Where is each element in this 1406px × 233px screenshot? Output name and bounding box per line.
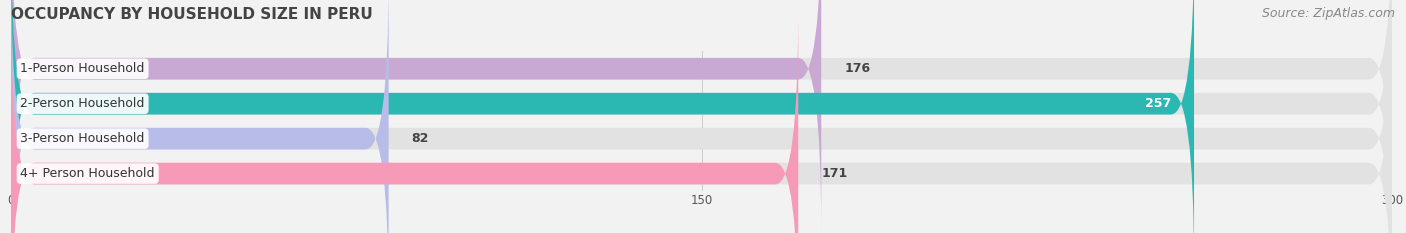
FancyBboxPatch shape [11, 0, 821, 233]
FancyBboxPatch shape [11, 0, 1392, 233]
Text: 257: 257 [1144, 97, 1171, 110]
Text: 82: 82 [412, 132, 429, 145]
FancyBboxPatch shape [11, 0, 1392, 233]
Text: 171: 171 [821, 167, 848, 180]
Text: Source: ZipAtlas.com: Source: ZipAtlas.com [1261, 7, 1395, 20]
Text: 176: 176 [844, 62, 870, 75]
Text: OCCUPANCY BY HOUSEHOLD SIZE IN PERU: OCCUPANCY BY HOUSEHOLD SIZE IN PERU [11, 7, 373, 22]
FancyBboxPatch shape [11, 0, 388, 233]
Text: 3-Person Household: 3-Person Household [21, 132, 145, 145]
FancyBboxPatch shape [11, 0, 1392, 233]
FancyBboxPatch shape [11, 10, 799, 233]
Text: 2-Person Household: 2-Person Household [21, 97, 145, 110]
Text: 1-Person Household: 1-Person Household [21, 62, 145, 75]
Text: 4+ Person Household: 4+ Person Household [21, 167, 155, 180]
FancyBboxPatch shape [11, 0, 1194, 233]
FancyBboxPatch shape [11, 10, 1392, 233]
